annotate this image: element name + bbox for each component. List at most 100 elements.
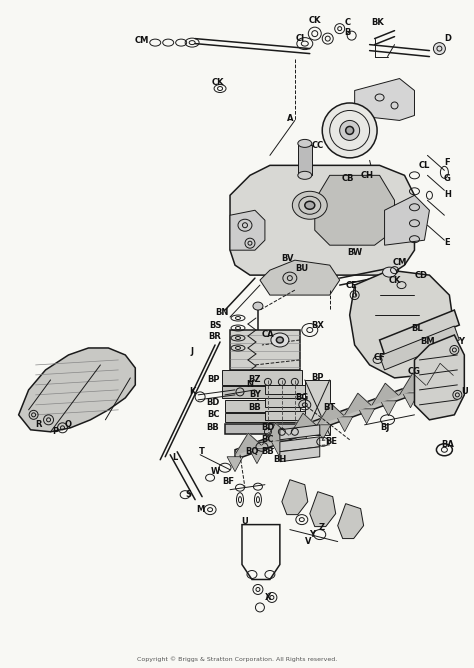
Text: BW: BW: [347, 248, 362, 257]
Text: BC: BC: [262, 436, 274, 444]
Polygon shape: [265, 411, 310, 420]
Text: U: U: [461, 387, 468, 396]
Text: BU: BU: [295, 264, 309, 273]
Ellipse shape: [322, 103, 377, 158]
Polygon shape: [345, 393, 371, 415]
Text: BR: BR: [209, 333, 221, 341]
Text: CI: CI: [295, 34, 304, 43]
Text: E: E: [445, 238, 450, 246]
Text: CM: CM: [135, 36, 149, 45]
Polygon shape: [381, 401, 397, 415]
Polygon shape: [380, 310, 459, 355]
Text: R: R: [36, 420, 42, 430]
Polygon shape: [225, 424, 300, 434]
Polygon shape: [384, 195, 429, 245]
Text: BP: BP: [207, 375, 219, 384]
Ellipse shape: [292, 191, 327, 219]
Polygon shape: [222, 370, 302, 385]
Polygon shape: [265, 398, 310, 407]
Polygon shape: [235, 370, 455, 460]
Polygon shape: [380, 326, 459, 370]
Polygon shape: [227, 457, 243, 472]
Text: A: A: [287, 114, 293, 123]
Text: BB: BB: [248, 403, 261, 412]
Polygon shape: [230, 330, 300, 370]
Polygon shape: [414, 335, 465, 420]
Ellipse shape: [253, 302, 263, 310]
Polygon shape: [447, 377, 462, 392]
Text: BE: BE: [326, 438, 337, 446]
Text: BG: BG: [295, 393, 309, 402]
Text: X: X: [264, 593, 271, 602]
Text: Z: Z: [319, 523, 325, 532]
Ellipse shape: [298, 171, 312, 179]
Polygon shape: [263, 424, 289, 445]
Text: T: T: [199, 448, 205, 456]
Polygon shape: [402, 393, 419, 407]
Text: CK: CK: [309, 16, 321, 25]
Polygon shape: [230, 210, 265, 250]
Text: Y: Y: [458, 337, 465, 347]
Text: D: D: [444, 34, 451, 43]
Ellipse shape: [271, 333, 289, 347]
Text: BB: BB: [262, 448, 274, 456]
Polygon shape: [290, 413, 316, 435]
Text: J: J: [191, 347, 194, 357]
Text: CH: CH: [361, 171, 374, 180]
Text: BM: BM: [420, 337, 435, 347]
Text: L: L: [173, 454, 178, 462]
Text: BB: BB: [207, 424, 219, 432]
Polygon shape: [280, 447, 320, 462]
Polygon shape: [230, 166, 414, 275]
Polygon shape: [427, 363, 453, 385]
Text: V: V: [304, 537, 311, 546]
Text: BC: BC: [207, 410, 219, 420]
Text: CA: CA: [262, 331, 274, 339]
Polygon shape: [305, 380, 330, 435]
Text: BN: BN: [215, 307, 229, 317]
Ellipse shape: [346, 126, 354, 134]
Text: CG: CG: [408, 367, 421, 377]
Polygon shape: [359, 409, 374, 424]
Text: K: K: [189, 387, 195, 396]
Polygon shape: [355, 79, 414, 120]
Text: BA: BA: [441, 440, 454, 450]
Polygon shape: [271, 441, 287, 456]
Polygon shape: [424, 385, 440, 399]
Polygon shape: [225, 413, 300, 422]
Text: S: S: [185, 490, 191, 499]
Text: H: H: [444, 190, 451, 199]
Polygon shape: [265, 385, 310, 394]
Text: BK: BK: [371, 18, 384, 27]
Polygon shape: [317, 403, 344, 425]
Ellipse shape: [276, 337, 283, 343]
Polygon shape: [400, 373, 426, 395]
Text: CK: CK: [212, 78, 224, 87]
Text: CL: CL: [419, 161, 430, 170]
Polygon shape: [222, 386, 302, 398]
Polygon shape: [225, 400, 300, 412]
Ellipse shape: [305, 201, 315, 209]
Text: CK: CK: [388, 276, 401, 285]
Text: B: B: [345, 28, 351, 37]
Polygon shape: [235, 433, 261, 455]
Polygon shape: [280, 437, 320, 452]
Text: BD: BD: [261, 424, 274, 432]
Polygon shape: [310, 492, 336, 526]
Polygon shape: [280, 425, 320, 440]
Text: CE: CE: [346, 281, 357, 290]
Text: BZ: BZ: [249, 375, 261, 384]
Text: BD: BD: [206, 398, 220, 407]
Polygon shape: [315, 175, 394, 245]
Text: F: F: [445, 158, 450, 167]
Text: BF: BF: [222, 477, 234, 486]
Text: BJ: BJ: [380, 424, 389, 432]
Text: W: W: [210, 467, 219, 476]
Polygon shape: [293, 433, 309, 448]
Ellipse shape: [433, 43, 446, 55]
Polygon shape: [350, 270, 455, 378]
Polygon shape: [337, 417, 353, 432]
Polygon shape: [372, 383, 399, 405]
Polygon shape: [18, 348, 135, 432]
Polygon shape: [337, 504, 364, 538]
